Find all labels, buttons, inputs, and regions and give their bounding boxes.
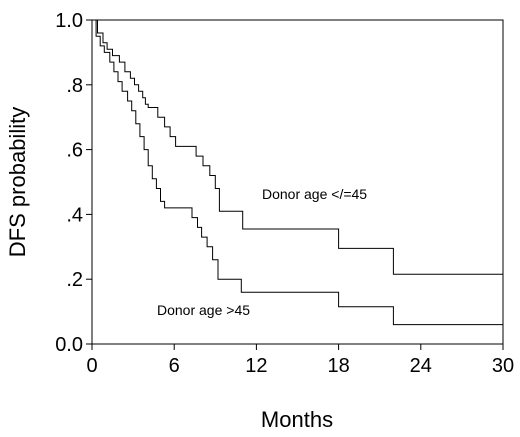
y-tick-label: .2 xyxy=(66,269,83,291)
y-tick-label: 0.0 xyxy=(55,334,83,356)
y-tick-label: .6 xyxy=(66,140,83,162)
x-tick-label: 18 xyxy=(327,355,349,377)
curve-donor-age-gt-45 xyxy=(92,19,503,326)
x-tick-label: 24 xyxy=(410,355,432,377)
y-axis: 0.0 .2 .4 .6 .8 1.0 xyxy=(55,10,92,356)
y-tick-label: .8 xyxy=(66,75,83,97)
survival-curves xyxy=(92,19,503,326)
x-tick-label: 12 xyxy=(245,355,267,377)
x-tick-label: 0 xyxy=(86,355,97,377)
y-tick-label: .4 xyxy=(66,204,83,226)
plot-frame xyxy=(91,19,504,345)
y-tick-label: 1.0 xyxy=(55,10,83,32)
y-axis-title: DFS probability xyxy=(5,107,30,257)
x-axis-title: Months xyxy=(261,407,333,432)
x-tick-label: 30 xyxy=(492,355,514,377)
annotation-donor-age-le-45: Donor age </=45 xyxy=(262,186,367,202)
x-axis: 0 6 12 18 24 30 xyxy=(86,344,514,377)
annotation-donor-age-gt-45: Donor age >45 xyxy=(157,302,250,318)
curve-donor-age-le-45 xyxy=(92,19,503,275)
x-tick-label: 6 xyxy=(169,355,180,377)
